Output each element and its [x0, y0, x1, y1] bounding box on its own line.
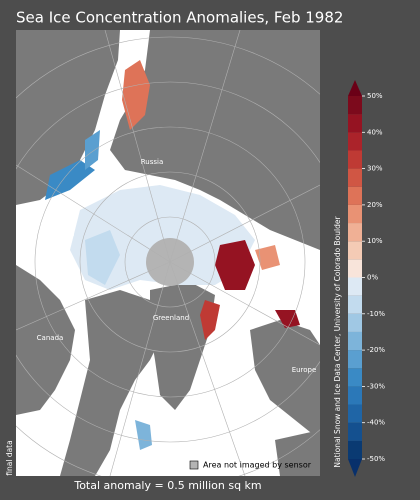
legend-swatch — [189, 460, 199, 470]
ice-area — [275, 310, 300, 328]
graticule — [16, 30, 320, 476]
colorbar-segment — [348, 168, 362, 187]
colorbar-tick-label: -30% — [367, 382, 385, 390]
credit: National Snow and Ice Data Center, Unive… — [333, 216, 342, 468]
ice-area — [122, 60, 150, 130]
colorbar-segment — [348, 386, 362, 405]
colorbar-segment — [348, 241, 362, 260]
map-labels: Russia Alaska Canada Greenland Europe — [37, 158, 317, 374]
land — [60, 290, 165, 476]
colorbar-segment — [348, 223, 362, 242]
colorbar-segment — [348, 440, 362, 459]
ice-area — [255, 245, 280, 270]
land — [250, 320, 320, 440]
colorbar-arrow — [348, 80, 362, 96]
colorbar: 50% 40% 30% 20% 10% 0% -10% -20% -30% -40% -50% — [348, 80, 385, 477]
map — [16, 30, 320, 476]
colorbar-tick-label: 40% — [367, 128, 383, 136]
colorbar-tick-label: 10% — [367, 237, 383, 245]
colorbar-tick-label: -50% — [367, 455, 385, 463]
land — [110, 30, 320, 250]
status: final data — [5, 440, 14, 475]
footer: Total anomaly = 0.5 million sq km — [73, 479, 261, 492]
title: Sea Ice Concentration Anomalies, Feb 198… — [16, 9, 343, 27]
colorbar-segment — [348, 404, 362, 423]
colorbar-segment — [348, 132, 362, 151]
colorbar-tick-label: 30% — [367, 165, 383, 173]
colorbar-segment — [348, 150, 362, 169]
ice-area — [135, 420, 152, 450]
colorbar-segment — [348, 277, 362, 296]
colorbar-tick-label: -20% — [367, 346, 385, 354]
map-label: Russia — [141, 158, 164, 166]
map-label: Greenland — [153, 314, 189, 322]
map-label: Canada — [37, 334, 64, 342]
colorbar-arrow — [348, 459, 362, 477]
colorbar-segment — [348, 204, 362, 224]
ice-area — [70, 185, 255, 290]
colorbar-segment — [348, 114, 362, 133]
land — [150, 282, 215, 410]
colorbar-tick-label: -40% — [367, 419, 385, 427]
colorbar-segment — [348, 295, 362, 314]
colorbar-segment — [348, 259, 362, 278]
colorbar-tick-label: 50% — [367, 92, 383, 100]
ice-area — [45, 160, 95, 200]
colorbar-segment — [348, 368, 362, 387]
ice-area — [200, 300, 220, 340]
colorbar-tick-label: -10% — [367, 310, 385, 318]
ice-area — [85, 230, 120, 285]
land — [275, 430, 320, 476]
colorbar-segment — [348, 422, 362, 441]
land — [16, 30, 120, 205]
colorbar-tick-label: 20% — [367, 201, 383, 209]
colorbar-segment — [348, 96, 362, 115]
ice-area — [215, 240, 255, 290]
colorbar-segment — [348, 331, 362, 351]
legend-label: Area not imaged by sensor — [203, 461, 312, 470]
colorbar-segment — [348, 350, 362, 369]
colorbar-tick-label: 0% — [367, 274, 378, 282]
ice-area — [85, 130, 100, 170]
colorbar-segment — [348, 186, 362, 205]
map-label: Europe — [292, 366, 317, 374]
land — [16, 265, 75, 415]
map-label: Alaska — [52, 230, 75, 238]
colorbar-segment — [348, 313, 362, 332]
